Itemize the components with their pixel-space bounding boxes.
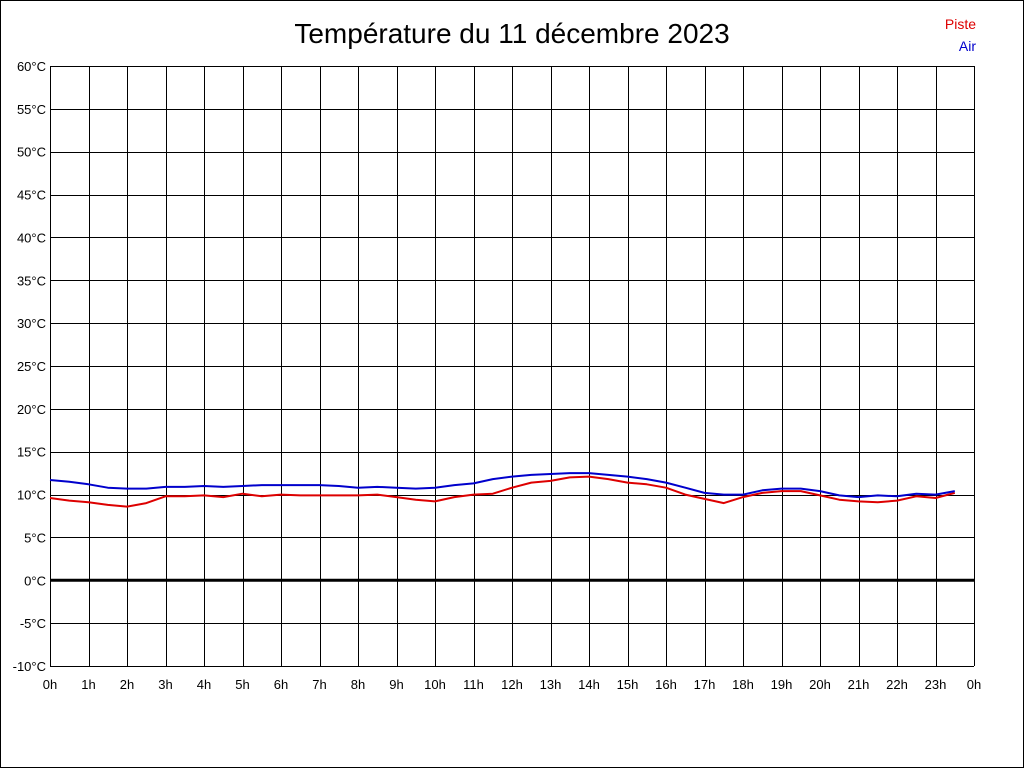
legend-entry-piste: Piste (944, 16, 976, 32)
y-tick-label: -10°C (13, 659, 46, 674)
x-tick-label: 11h (463, 677, 484, 692)
y-tick-label: 25°C (17, 359, 46, 374)
x-tick-label: 0h (43, 677, 57, 692)
y-tick-label: 20°C (17, 402, 46, 417)
x-tick-label: 23h (925, 677, 947, 692)
y-tick-label: 15°C (17, 445, 46, 460)
x-tick-label: 18h (732, 677, 754, 692)
y-tick-label: -5°C (20, 616, 46, 631)
x-tick-label: 8h (351, 677, 365, 692)
x-tick-label: 21h (848, 677, 870, 692)
y-tick-label: 35°C (17, 273, 46, 288)
y-tick-label: 40°C (17, 230, 46, 245)
chart-title: Température du 11 décembre 2023 (294, 18, 730, 49)
x-tick-label: 2h (120, 677, 134, 692)
x-tick-label: 13h (540, 677, 562, 692)
x-tick-label: 17h (694, 677, 716, 692)
y-tick-label: 50°C (17, 145, 46, 160)
y-tick-label: 55°C (17, 102, 46, 117)
x-tick-label: 15h (617, 677, 639, 692)
x-tick-label: 19h (771, 677, 793, 692)
y-tick-label: 10°C (17, 488, 46, 503)
y-tick-label: 45°C (17, 188, 46, 203)
legend-entry-air: Air (958, 38, 976, 54)
x-tick-label: 5h (235, 677, 249, 692)
x-tick-label: 22h (886, 677, 908, 692)
x-axis-tick-labels: 0h 1h 2h 3h 4h 5h 6h 7h 8h 9h 10h 11h 12h 13h 14h 15h 16… (43, 677, 981, 692)
y-tick-label: 0°C (24, 573, 46, 588)
y-axis-tick-labels: 60°C 55°C 50°C 45°C 40°C 35°C 30°C 25°C 20°C 15°C… (13, 59, 46, 674)
x-tick-label: 10h (424, 677, 446, 692)
x-tick-label: 6h (274, 677, 288, 692)
x-tick-label: 9h (389, 677, 403, 692)
y-tick-label: 60°C (17, 59, 46, 74)
y-tick-label: 30°C (17, 316, 46, 331)
x-tick-label: 16h (655, 677, 677, 692)
x-tick-label: 3h (158, 677, 172, 692)
legend: Piste Air (945, 13, 976, 57)
y-tick-label: 5°C (24, 530, 46, 545)
x-tick-label: 1h (81, 677, 95, 692)
series-lines (49, 472, 956, 508)
x-tick-label: 20h (809, 677, 831, 692)
grid (50, 66, 975, 667)
series-line-piste (49, 475, 956, 508)
x-tick-label: 12h (501, 677, 523, 692)
series-line-air (49, 472, 955, 499)
x-tick-label: 4h (197, 677, 211, 692)
x-tick-label: 0h (967, 677, 981, 692)
x-tick-label: 7h (312, 677, 326, 692)
x-tick-label: 14h (578, 677, 600, 692)
